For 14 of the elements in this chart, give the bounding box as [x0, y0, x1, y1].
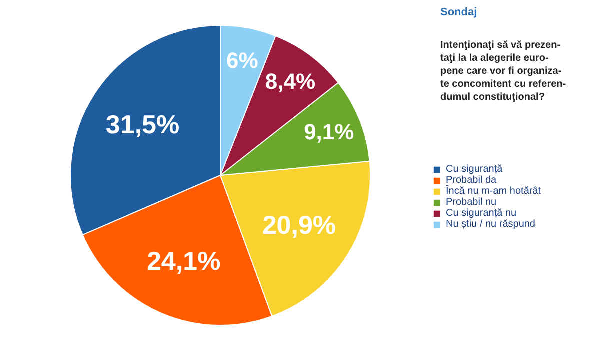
legend-label: Probabil nu	[446, 197, 497, 208]
legend-label: Probabil da	[446, 175, 497, 186]
legend-label: Cu siguranță nu	[446, 208, 517, 219]
chart-title: Sondaj	[440, 6, 478, 18]
legend-label: Încă nu m-am hotărât	[446, 186, 542, 197]
legend-label: Cu siguranță	[446, 164, 503, 175]
text: Intenţionaţi să vă prezen- taţi la la alegerile euro- pene care vor fi organiza- te concomitent cu referen- dumul constituţional?	[440, 40, 566, 103]
data-label: 24,1%	[146, 246, 221, 276]
data-label: 31,5%	[106, 109, 180, 140]
data-label: 20,9%	[262, 210, 336, 240]
data-label: 8,4%	[265, 69, 316, 94]
legend-label: Nu știu / nu răspund	[446, 219, 536, 230]
data-label: 9,1%	[304, 120, 354, 145]
data-label: 6%	[226, 48, 258, 74]
